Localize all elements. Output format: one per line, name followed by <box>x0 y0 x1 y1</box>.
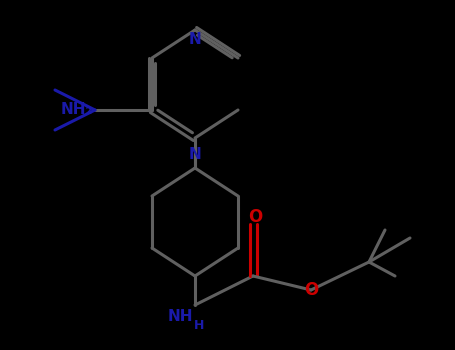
Text: N: N <box>189 32 202 47</box>
Text: NH: NH <box>167 309 193 324</box>
Text: NH₂: NH₂ <box>61 103 93 118</box>
Text: N: N <box>189 147 202 162</box>
Text: O: O <box>304 281 318 299</box>
Text: O: O <box>248 208 262 226</box>
Text: H: H <box>194 319 204 332</box>
